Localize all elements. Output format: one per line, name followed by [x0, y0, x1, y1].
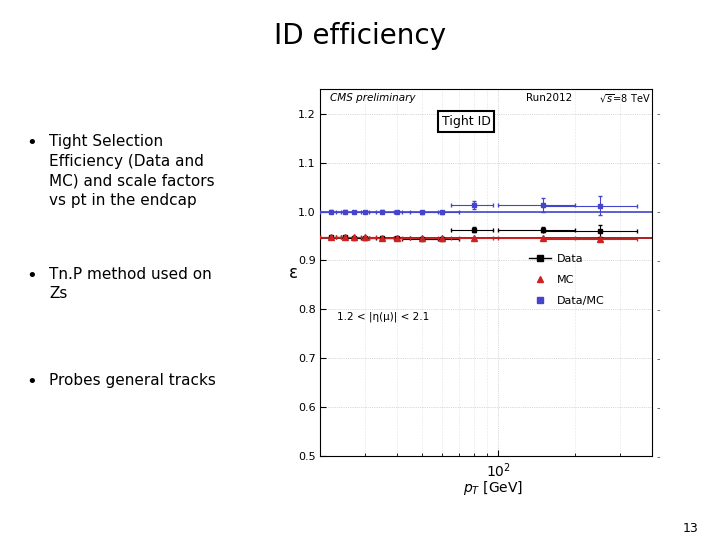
Text: •: • — [26, 373, 37, 391]
Y-axis label: ε: ε — [289, 264, 298, 282]
Text: $\sqrt{s}$=8 TeV: $\sqrt{s}$=8 TeV — [598, 93, 650, 105]
Text: Run2012: Run2012 — [526, 93, 572, 103]
Text: $p_T$ [GeV]: $p_T$ [GeV] — [463, 479, 523, 497]
Text: Tight Selection
Efficiency (Data and
MC) and scale factors
vs pt in the endcap: Tight Selection Efficiency (Data and MC)… — [49, 134, 215, 208]
Text: Tn.P method used on
Zs: Tn.P method used on Zs — [49, 267, 212, 301]
Text: •: • — [26, 267, 37, 285]
Text: •: • — [26, 134, 37, 152]
Text: Tight ID: Tight ID — [441, 115, 490, 128]
Text: Probes general tracks: Probes general tracks — [49, 373, 216, 388]
Legend: Data, MC, Data/MC: Data, MC, Data/MC — [525, 249, 609, 310]
Text: ID efficiency: ID efficiency — [274, 22, 446, 50]
Text: CMS preliminary: CMS preliminary — [330, 93, 416, 103]
Text: 1.2 < |η(μ)| < 2.1: 1.2 < |η(μ)| < 2.1 — [337, 312, 429, 322]
Text: 13: 13 — [683, 522, 698, 535]
